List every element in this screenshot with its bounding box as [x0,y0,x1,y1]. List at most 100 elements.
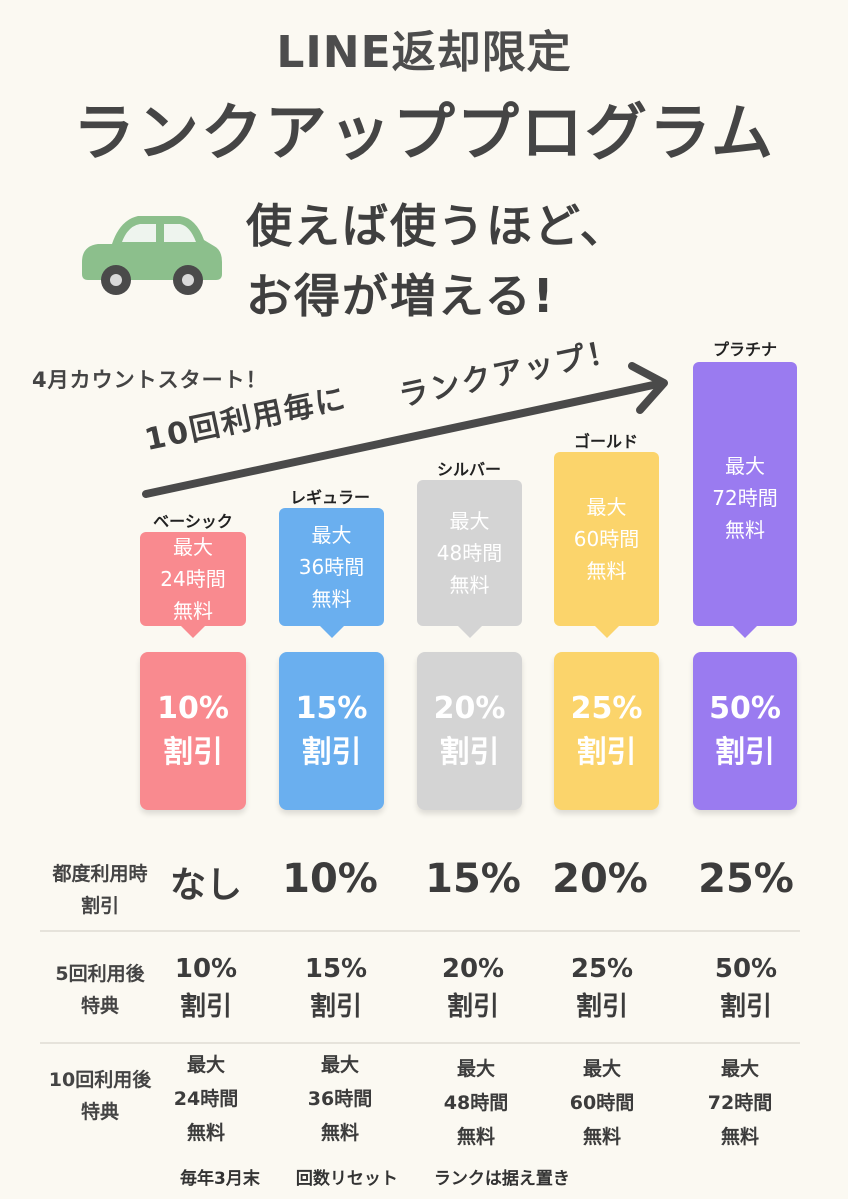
row3-platinum-max: 最大 [720,1058,759,1080]
row2-platinum-pct: 50% [714,954,778,984]
discount-card-gold-pct: 25% [570,691,643,726]
row2-basic-pct: 10% [174,954,238,984]
row2-silver-label: 割引 [446,992,499,1022]
row3-regular-max: 最大 [320,1054,359,1076]
row1-label: 都度利用時 割引 [30,858,170,922]
bubble-platinum-max: 最大 [725,454,765,478]
discount-card-regular-pct: 15% [295,691,368,726]
bubble-regular: 最大 36時間 無料 [279,508,384,638]
row2-gold-label: 割引 [575,992,628,1022]
row3-platinum-hours: 72時間 [707,1092,773,1114]
rank-name-platinum: プラチナ [712,340,777,359]
bubble-basic-free: 無料 [173,599,213,623]
row1-label-line2: 割引 [80,895,119,917]
rank-name-basic: ベーシック [153,512,233,531]
rank-name-gold: ゴールド [573,432,638,451]
discount-card-silver-pct: 20% [433,691,506,726]
bubble-gold-free: 無料 [586,559,627,583]
discount-card-gold-label: 割引 [576,735,637,770]
row-separator [40,1042,800,1044]
title-line-2: ランクアッププログラム [72,96,776,169]
row1-value-platinum: 25% [698,856,794,902]
tagline-line-2: お得が増える! [246,269,556,323]
row3-value-platinum: 最大 72時間 無料 [670,1052,810,1154]
row3-value-silver: 最大 48時間 無料 [406,1052,546,1154]
footer-part-1: 毎年3月末 [180,1169,260,1189]
bubble-basic: 最大 24時間 無料 [140,532,246,638]
row2-value-basic: 10% 割引 [136,950,276,1026]
row2-gold-pct: 25% [570,954,634,984]
bubble-gold-hours: 60時間 [573,527,640,551]
row3-regular-hours: 36時間 [307,1088,373,1110]
bubble-basic-hours: 24時間 [160,567,226,591]
row3-basic-hours: 24時間 [173,1088,239,1110]
discount-card-gold: 25% 割引 [554,652,659,810]
tagline-line-1: 使えば使うほど、 [246,199,628,253]
row2-value-silver: 20% 割引 [403,950,543,1026]
bubble-regular-hours: 36時間 [298,555,365,579]
row2-label-line1: 5回利用後 [55,963,145,985]
discount-card-basic-pct: 10% [157,691,229,726]
bubble-platinum-hours: 72時間 [712,486,778,510]
row3-gold-free: 無料 [582,1126,621,1148]
row2-value-platinum: 50% 割引 [676,950,816,1026]
row3-label-line1: 10回利用後 [48,1069,152,1091]
discount-card-platinum-pct: 50% [709,691,781,726]
discount-card-basic: 10% 割引 [140,652,246,810]
row3-label-line2: 特典 [80,1101,119,1123]
discount-card-silver-label: 割引 [439,735,500,770]
row-separator [40,930,800,932]
arrow-text-rankup: ランクアップ！ [395,333,623,415]
discount-card-silver: 20% 割引 [417,652,522,810]
row2-value-gold: 25% 割引 [532,950,672,1026]
bubble-regular-free: 無料 [311,587,352,611]
row2-regular-pct: 15% [304,954,368,984]
bubble-platinum: 最大 72時間 無料 [693,362,797,638]
row3-silver-free: 無料 [456,1126,495,1148]
row3-basic-max: 最大 [186,1054,225,1076]
bubble-silver-max: 最大 [449,509,490,533]
discount-card-regular-label: 割引 [301,735,362,770]
row1-label-line1: 都度利用時 [52,863,148,885]
row3-basic-free: 無料 [186,1122,225,1144]
car-icon [82,216,222,295]
row1-value-silver: 15% [425,856,521,902]
row3-value-basic: 最大 24時間 無料 [136,1048,276,1150]
row3-silver-hours: 48時間 [443,1092,509,1114]
bubble-silver-free: 無料 [449,573,490,597]
row3-platinum-free: 無料 [720,1126,759,1148]
discount-card-platinum: 50% 割引 [693,652,797,810]
row3-label: 10回利用後 特典 [30,1064,170,1128]
row2-basic-label: 割引 [179,992,232,1022]
bubble-gold-max: 最大 [586,495,627,519]
row3-regular-free: 無料 [320,1122,359,1144]
discount-card-basic-label: 割引 [163,735,223,770]
row2-label-line2: 特典 [80,995,119,1017]
rank-name-silver: シルバー [436,460,501,479]
title-line-1: LINE返却限定 [276,27,572,78]
bubble-platinum-free: 無料 [725,518,765,542]
count-start-label: 4月カウントスタート！ [32,368,268,392]
footer-part-2: 回数リセット [295,1169,398,1189]
row1-value-regular: 10% [282,856,378,902]
footer-note: 毎年3月末 回数リセット ランクは据え置き [180,1164,570,1189]
footer-part-3: ランクは据え置き [433,1169,570,1189]
bubble-regular-max: 最大 [311,523,352,547]
row1-value-gold: 20% [552,856,648,902]
row2-silver-pct: 20% [441,954,505,984]
row1-value-basic: なし [169,865,242,906]
bubble-silver-hours: 48時間 [436,541,503,565]
row2-platinum-label: 割引 [719,992,772,1022]
row3-gold-max: 最大 [582,1058,621,1080]
rank-name-regular: レギュラー [289,488,370,507]
row2-regular-label: 割引 [309,992,362,1022]
row2-value-regular: 15% 割引 [266,950,406,1026]
bubble-gold: 最大 60時間 無料 [554,452,659,638]
row2-label: 5回利用後 特典 [30,958,170,1022]
bubble-basic-max: 最大 [173,535,213,559]
row3-value-regular: 最大 36時間 無料 [270,1048,410,1150]
row3-gold-hours: 60時間 [569,1092,635,1114]
discount-card-platinum-label: 割引 [715,735,775,770]
row3-value-gold: 最大 60時間 無料 [532,1052,672,1154]
bubble-silver: 最大 48時間 無料 [417,480,522,638]
